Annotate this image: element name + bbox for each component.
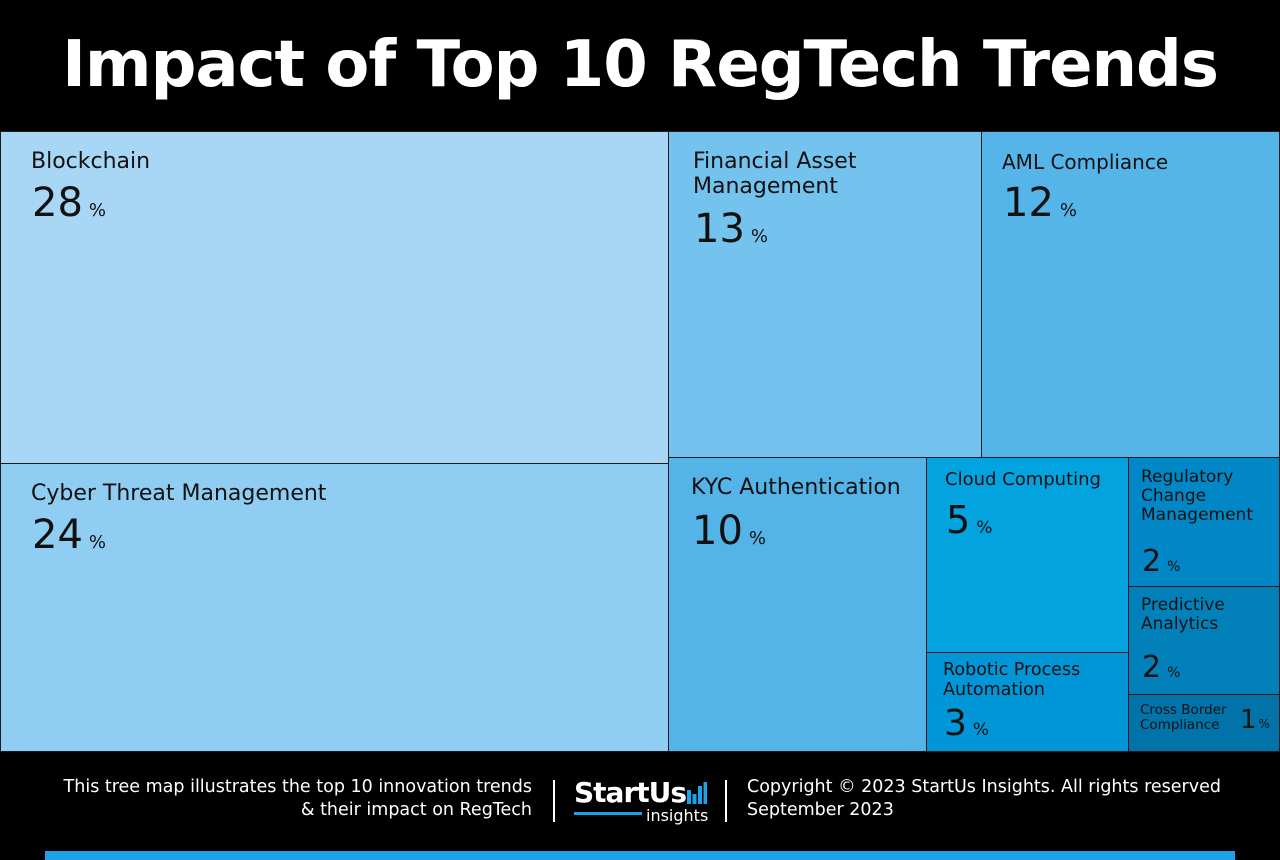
- treemap-cell-regulatory-change-management: Regulatory Change Management 2%: [1128, 457, 1280, 587]
- value-unit: %: [972, 720, 990, 740]
- bottom-accent-bar: [45, 851, 1235, 860]
- bar-chart-icon: [687, 782, 707, 804]
- treemap-cell-blockchain: Blockchain 28%: [0, 131, 669, 464]
- copyright-text: Copyright © 2023 StartUs Insights. All r…: [747, 777, 1221, 797]
- cell-value: 1%: [1240, 705, 1270, 735]
- cell-value: 28%: [32, 180, 106, 226]
- value-number: 2: [1142, 544, 1162, 579]
- cell-value: 5%: [946, 498, 992, 542]
- cell-label: Cloud Computing: [945, 469, 1101, 490]
- cell-label: Robotic Process Automation: [943, 660, 1081, 700]
- treemap-cell-financial-asset-management: Financial Asset Management 13%: [668, 131, 982, 458]
- value-number: 13: [694, 206, 745, 252]
- cell-value: 2%: [1142, 544, 1180, 579]
- treemap-cell-kyc-authentication: KYC Authentication 10%: [668, 457, 927, 752]
- value-number: 24: [32, 512, 83, 558]
- brand-sub: insights: [646, 806, 709, 825]
- value-unit: %: [1258, 717, 1270, 731]
- value-number: 3: [944, 703, 967, 744]
- cell-label: Predictive Analytics: [1141, 595, 1225, 635]
- cell-value: 10%: [692, 508, 766, 554]
- cell-label: KYC Authentication: [691, 475, 901, 500]
- publish-date: September 2023: [747, 799, 894, 820]
- brand-name: StartUs: [574, 776, 687, 809]
- treemap-chart: Blockchain 28% Cyber Threat Management 24% F…: [0, 131, 1280, 752]
- cell-label: Blockchain: [31, 149, 151, 174]
- value-number: 10: [692, 508, 743, 554]
- treemap-cell-cross-border-compliance: Cross Border Compliance 1%: [1128, 694, 1280, 752]
- brand-underline: [574, 812, 642, 815]
- value-unit: %: [88, 200, 107, 221]
- cell-label: Regulatory Change Management: [1141, 467, 1253, 526]
- cell-value: 2%: [1142, 650, 1180, 685]
- treemap-cell-aml-compliance: AML Compliance 12%: [981, 131, 1280, 458]
- value-unit: %: [1059, 200, 1078, 221]
- cell-label: Cyber Threat Management: [31, 481, 327, 506]
- value-number: 5: [946, 498, 971, 542]
- value-unit: %: [1167, 665, 1181, 681]
- value-number: 28: [32, 180, 83, 226]
- cell-label: Cross Border Compliance: [1140, 702, 1227, 734]
- treemap-cell-predictive-analytics: Predictive Analytics 2%: [1128, 586, 1280, 695]
- footer-divider-right: [725, 780, 727, 822]
- cell-value: 24%: [32, 512, 106, 558]
- treemap-cell-cyber-threat-management: Cyber Threat Management 24%: [0, 463, 669, 752]
- description-line-1: This tree map illustrates the top 10 inn…: [63, 777, 532, 797]
- cell-label: AML Compliance: [1002, 150, 1169, 174]
- value-number: 2: [1142, 650, 1162, 685]
- copyright-block: Copyright © 2023 StartUs Insights. All r…: [747, 776, 1267, 822]
- treemap-cell-robotic-process-automation: Robotic Process Automation 3%: [926, 652, 1129, 752]
- value-number: 12: [1003, 180, 1054, 226]
- value-unit: %: [1167, 559, 1181, 575]
- footer-divider-left: [553, 780, 555, 822]
- footer: This tree map illustrates the top 10 inn…: [0, 752, 1280, 860]
- cell-label: Financial Asset Management: [693, 149, 857, 199]
- brand-logo: StartUs insights: [574, 776, 710, 826]
- value-unit: %: [750, 226, 769, 247]
- chart-description: This tree map illustrates the top 10 inn…: [12, 776, 532, 822]
- value-unit: %: [976, 518, 993, 538]
- cell-value: 13%: [694, 206, 768, 252]
- value-unit: %: [748, 528, 767, 549]
- cell-value: 12%: [1003, 180, 1077, 226]
- cell-value: 3%: [944, 703, 989, 744]
- description-line-2: & their impact on RegTech: [300, 799, 532, 820]
- value-unit: %: [88, 532, 107, 553]
- value-number: 1: [1240, 705, 1257, 735]
- treemap-cell-cloud-computing: Cloud Computing 5%: [926, 457, 1129, 653]
- page-title: Impact of Top 10 RegTech Trends: [62, 28, 1219, 102]
